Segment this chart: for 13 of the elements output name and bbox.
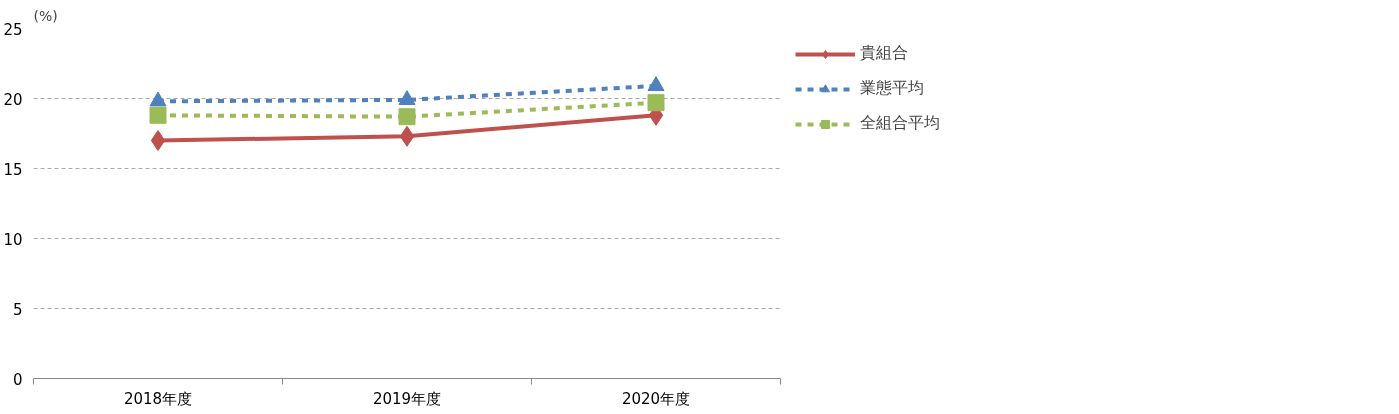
x-tick-label: 2018年度: [123, 389, 193, 408]
legend-label: 業態平均: [860, 78, 924, 99]
y-tick-label: 15: [3, 160, 23, 179]
legend-label: 全組合平均: [860, 113, 940, 134]
y-tick-label: 20: [3, 90, 23, 109]
x-tick-label: 2019年度: [372, 389, 442, 408]
y-axis-title: (%): [33, 7, 58, 24]
y-tick-label: 5: [12, 300, 23, 319]
y-tick-label: 0: [12, 370, 23, 389]
legend-label: 貴組合: [860, 43, 908, 64]
y-tick-label: 25: [3, 20, 23, 39]
x-tick-label: 2020年度: [621, 389, 691, 408]
y-tick-label: 10: [3, 230, 23, 249]
